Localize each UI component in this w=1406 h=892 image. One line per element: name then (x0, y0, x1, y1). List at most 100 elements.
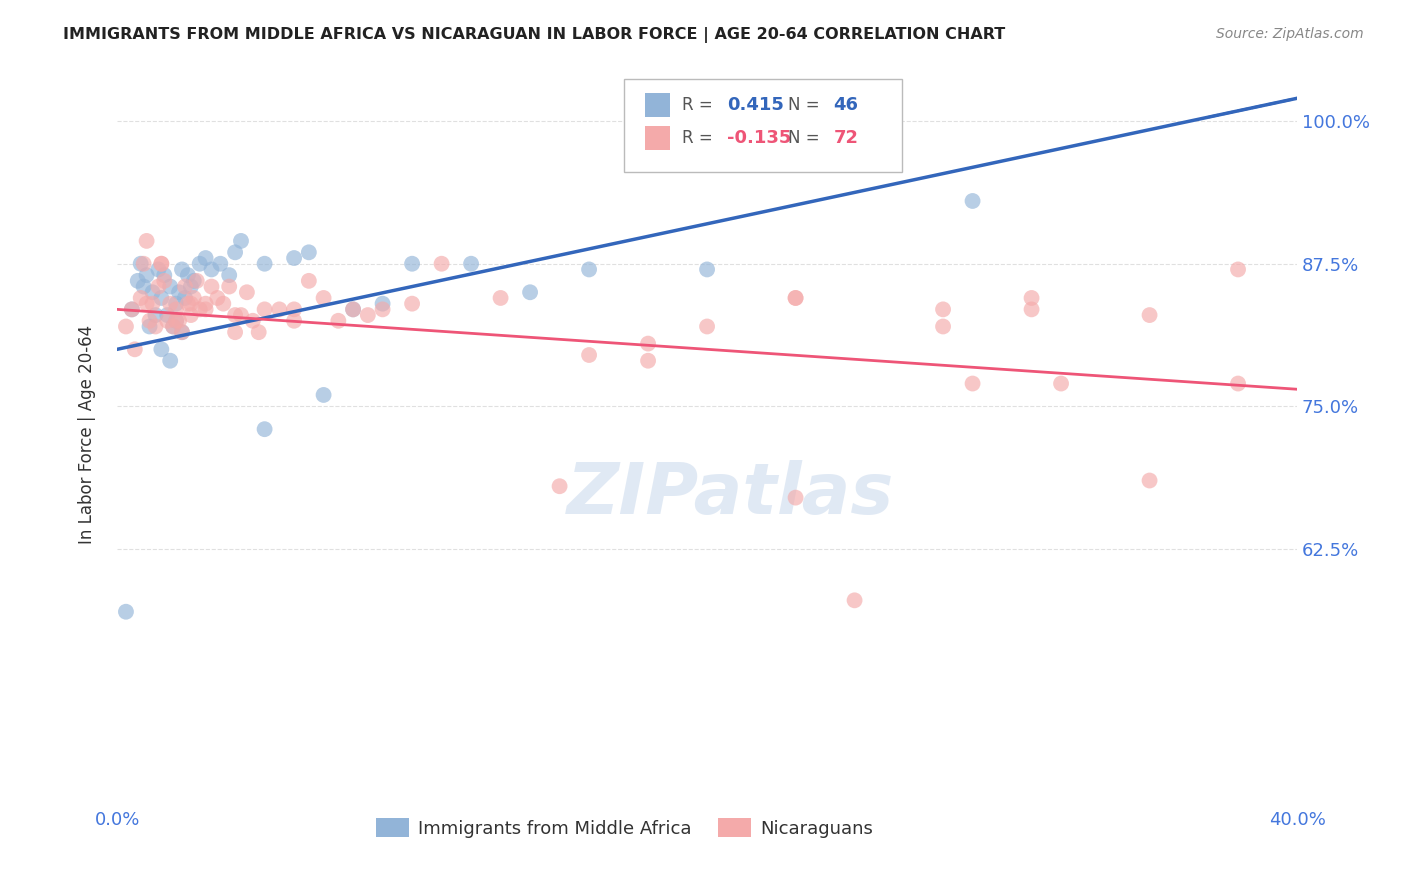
Point (188, 257, 211, 271)
Text: ZIPatlas: ZIPatlas (567, 459, 894, 529)
Point (229, 234, 252, 248)
Point (129, 291, 152, 305)
Point (1139, 474, 1161, 488)
Point (170, 325, 193, 339)
Point (165, 314, 187, 328)
Point (188, 302, 211, 317)
Point (194, 251, 217, 265)
Point (298, 245, 321, 260)
Point (283, 251, 305, 265)
Point (489, 291, 512, 305)
Point (962, 194, 984, 208)
Point (138, 319, 160, 334)
Text: R =: R = (682, 129, 718, 147)
Point (135, 268, 157, 282)
Text: -0.135: -0.135 (727, 129, 792, 147)
Point (371, 302, 394, 317)
Point (696, 262, 718, 277)
Point (156, 308, 179, 322)
Text: N =: N = (789, 129, 825, 147)
Legend: Immigrants from Middle Africa, Nicaraguans: Immigrants from Middle Africa, Nicaragua… (368, 811, 880, 845)
Point (637, 353, 659, 368)
Point (165, 314, 187, 328)
Point (224, 308, 246, 322)
Point (1227, 262, 1250, 277)
Point (180, 308, 202, 322)
Point (145, 319, 167, 334)
Point (174, 279, 197, 293)
Point (138, 314, 160, 328)
Point (115, 319, 138, 334)
Point (1227, 376, 1250, 391)
Point (519, 285, 541, 300)
Point (150, 257, 173, 271)
Point (236, 285, 259, 300)
Point (150, 257, 173, 271)
Text: 0.415: 0.415 (727, 95, 785, 114)
Point (177, 268, 200, 282)
Point (159, 296, 181, 310)
Point (135, 234, 157, 248)
Point (844, 593, 866, 607)
Point (167, 285, 190, 300)
Point (212, 296, 235, 310)
FancyBboxPatch shape (644, 127, 671, 150)
Point (174, 291, 197, 305)
Point (785, 291, 807, 305)
Point (1021, 291, 1043, 305)
Point (253, 302, 276, 317)
Text: R =: R = (682, 95, 718, 114)
Point (148, 279, 170, 293)
Point (283, 302, 305, 317)
FancyBboxPatch shape (624, 78, 901, 171)
Point (145, 308, 167, 322)
Point (194, 302, 217, 317)
Point (218, 279, 240, 293)
Point (401, 257, 423, 271)
Point (312, 291, 335, 305)
Point (253, 257, 276, 271)
Point (153, 274, 176, 288)
Point (253, 422, 276, 436)
Point (186, 274, 208, 288)
Point (129, 257, 152, 271)
Point (283, 314, 305, 328)
Point (148, 262, 170, 277)
Point (180, 279, 202, 293)
Point (194, 296, 217, 310)
Point (180, 296, 202, 310)
Point (229, 308, 252, 322)
Point (141, 285, 163, 300)
Point (183, 274, 205, 288)
Point (342, 302, 364, 317)
Point (401, 296, 423, 310)
Point (578, 348, 600, 362)
Point (135, 296, 157, 310)
Point (548, 479, 571, 493)
Point (165, 296, 187, 310)
Point (170, 325, 193, 339)
Point (127, 274, 149, 288)
FancyBboxPatch shape (644, 93, 671, 117)
Point (200, 262, 222, 277)
Point (578, 262, 600, 277)
Point (460, 257, 482, 271)
Text: Source: ZipAtlas.com: Source: ZipAtlas.com (1216, 27, 1364, 41)
Point (932, 319, 955, 334)
Point (115, 605, 138, 619)
Point (183, 291, 205, 305)
Point (371, 296, 394, 310)
Text: 72: 72 (834, 129, 858, 147)
Point (132, 279, 155, 293)
Point (932, 302, 955, 317)
Point (312, 388, 335, 402)
Point (165, 302, 187, 317)
Point (218, 268, 240, 282)
Point (328, 314, 350, 328)
Point (298, 274, 321, 288)
Text: IMMIGRANTS FROM MIDDLE AFRICA VS NICARAGUAN IN LABOR FORCE | AGE 20-64 CORRELATI: IMMIGRANTS FROM MIDDLE AFRICA VS NICARAG… (63, 27, 1005, 43)
Point (121, 302, 143, 317)
Point (141, 296, 163, 310)
Point (224, 245, 246, 260)
Point (696, 319, 718, 334)
